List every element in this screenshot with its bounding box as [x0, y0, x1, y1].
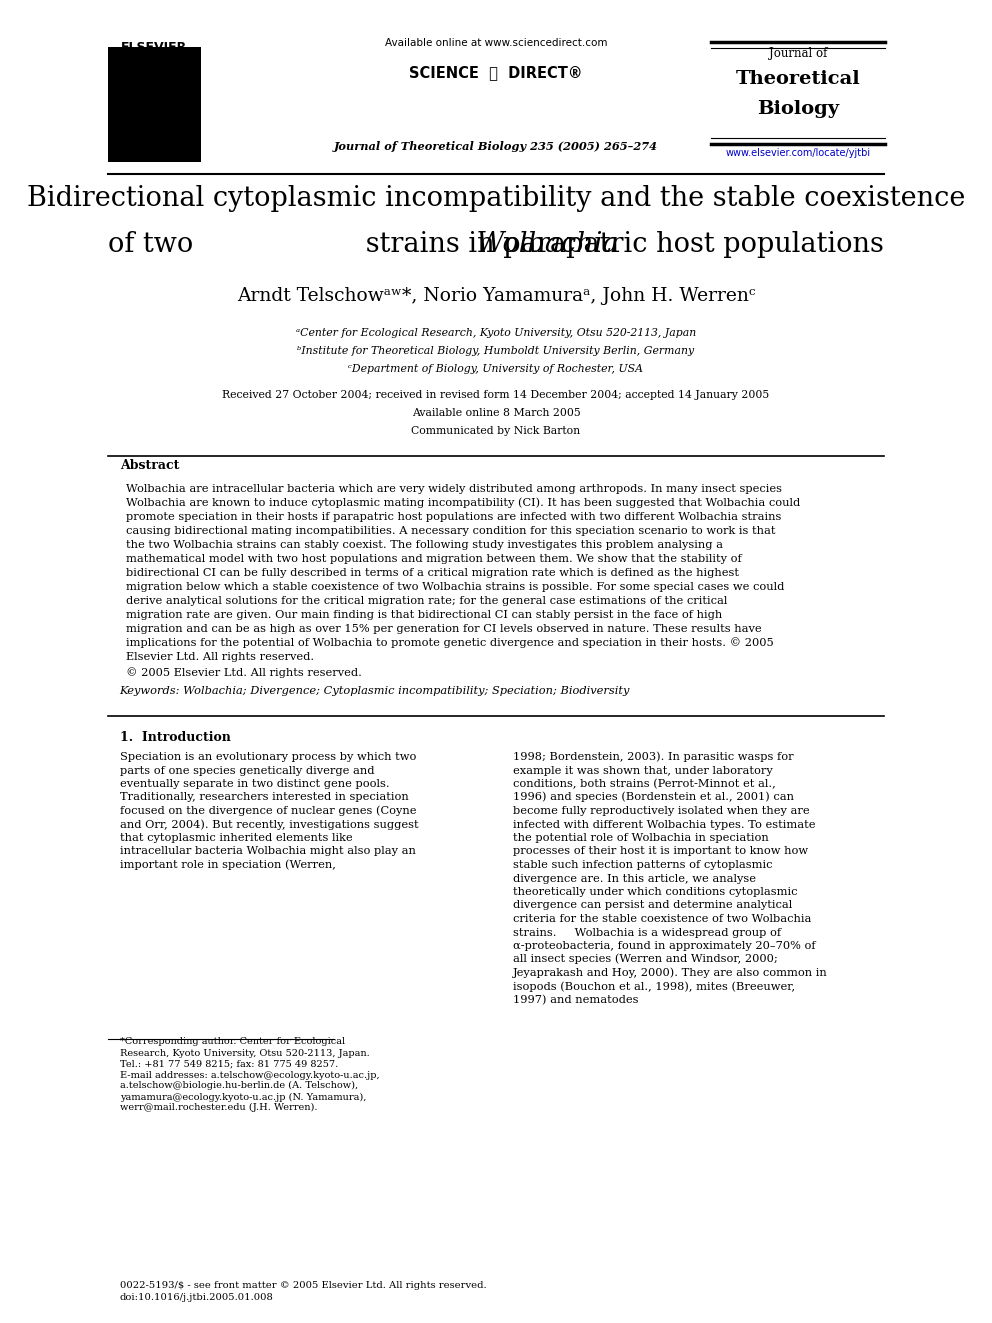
- Text: Wolbachia are intracellular bacteria which are very widely distributed among art: Wolbachia are intracellular bacteria whi…: [126, 484, 783, 493]
- Text: © 2005 Elsevier Ltd. All rights reserved.: © 2005 Elsevier Ltd. All rights reserved…: [126, 667, 362, 677]
- Text: of two                    strains in parapatric host populations: of two strains in parapatric host popula…: [108, 232, 884, 258]
- Text: eventually separate in two distinct gene pools.: eventually separate in two distinct gene…: [120, 779, 389, 789]
- Text: Theoretical: Theoretical: [735, 70, 860, 89]
- Text: intracellular bacteria Wolbachia might also play an: intracellular bacteria Wolbachia might a…: [120, 847, 416, 856]
- Text: implications for the potential of Wolbachia to promote genetic divergence and sp: implications for the potential of Wolbac…: [126, 638, 774, 648]
- Text: parts of one species genetically diverge and: parts of one species genetically diverge…: [120, 766, 374, 775]
- Text: become fully reproductively isolated when they are: become fully reproductively isolated whe…: [513, 806, 809, 816]
- Text: ᵃCenter for Ecological Research, Kyoto University, Otsu 520-2113, Japan: ᵃCenter for Ecological Research, Kyoto U…: [296, 328, 696, 337]
- Text: Abstract: Abstract: [120, 459, 179, 472]
- Text: criteria for the stable coexistence of two Wolbachia: criteria for the stable coexistence of t…: [513, 914, 810, 923]
- Text: Available online 8 March 2005: Available online 8 March 2005: [412, 407, 580, 418]
- Text: migration and can be as high as over 15% per generation for CI levels observed i: migration and can be as high as over 15%…: [126, 624, 762, 634]
- Text: stable such infection patterns of cytoplasmic: stable such infection patterns of cytopl…: [513, 860, 772, 871]
- Text: conditions, both strains (Perrot-Minnot et al.,: conditions, both strains (Perrot-Minnot …: [513, 779, 776, 789]
- Text: 0022-5193/$ - see front matter © 2005 Elsevier Ltd. All rights reserved.: 0022-5193/$ - see front matter © 2005 El…: [120, 1281, 486, 1290]
- Text: 1998; Bordenstein, 2003). In parasitic wasps for: 1998; Bordenstein, 2003). In parasitic w…: [513, 751, 794, 762]
- Text: 1996) and species (Bordenstein et al., 2001) can: 1996) and species (Bordenstein et al., 2…: [513, 792, 794, 803]
- Text: a.telschow@biologie.hu-berlin.de (A. Telschow),: a.telschow@biologie.hu-berlin.de (A. Tel…: [120, 1081, 358, 1090]
- FancyBboxPatch shape: [108, 48, 200, 161]
- Text: derive analytical solutions for the critical migration rate; for the general cas: derive analytical solutions for the crit…: [126, 595, 727, 606]
- Text: Tel.: +81 77 549 8215; fax: 81 775 49 8257.: Tel.: +81 77 549 8215; fax: 81 775 49 82…: [120, 1060, 338, 1069]
- Text: and Orr, 2004). But recently, investigations suggest: and Orr, 2004). But recently, investigat…: [120, 819, 419, 830]
- Text: α-proteobacteria, found in approximately 20–70% of: α-proteobacteria, found in approximately…: [513, 941, 815, 951]
- Text: Journal of Theoretical Biology 235 (2005) 265–274: Journal of Theoretical Biology 235 (2005…: [334, 142, 658, 152]
- Text: that cytoplasmic inherited elements like: that cytoplasmic inherited elements like: [120, 833, 352, 843]
- Text: ELSEVIER: ELSEVIER: [121, 41, 187, 54]
- Text: Keywords: Wolbachia; Divergence; Cytoplasmic incompatibility; Speciation; Biodiv: Keywords: Wolbachia; Divergence; Cytopla…: [120, 687, 630, 696]
- Text: theoretically under which conditions cytoplasmic: theoretically under which conditions cyt…: [513, 886, 798, 897]
- Text: example it was shown that, under laboratory: example it was shown that, under laborat…: [513, 766, 773, 775]
- Text: causing bidirectional mating incompatibilities. A necessary condition for this s: causing bidirectional mating incompatibi…: [126, 527, 776, 536]
- Text: infected with different Wolbachia types. To estimate: infected with different Wolbachia types.…: [513, 819, 815, 830]
- Text: Arndt Telschowᵃʷ*, Norio Yamamuraᵃ, John H. Werrenᶜ: Arndt Telschowᵃʷ*, Norio Yamamuraᵃ, John…: [237, 287, 755, 306]
- Text: promote speciation in their hosts if parapatric host populations are infected wi: promote speciation in their hosts if par…: [126, 512, 782, 523]
- Text: Speciation is an evolutionary process by which two: Speciation is an evolutionary process by…: [120, 751, 416, 762]
- Text: Wolbachia are known to induce cytoplasmic mating incompatibility (CI). It has be: Wolbachia are known to induce cytoplasmi…: [126, 497, 801, 508]
- Text: processes of their host it is important to know how: processes of their host it is important …: [513, 847, 807, 856]
- Text: 1997) and nematodes: 1997) and nematodes: [513, 995, 638, 1005]
- Text: Traditionally, researchers interested in speciation: Traditionally, researchers interested in…: [120, 792, 409, 803]
- Text: bidirectional CI can be fully described in terms of a critical migration rate wh: bidirectional CI can be fully described …: [126, 568, 739, 578]
- Text: Available online at www.sciencedirect.com: Available online at www.sciencedirect.co…: [385, 38, 607, 48]
- Text: Research, Kyoto University, Otsu 520-2113, Japan.: Research, Kyoto University, Otsu 520-211…: [120, 1049, 369, 1057]
- Text: Received 27 October 2004; received in revised form 14 December 2004; accepted 14: Received 27 October 2004; received in re…: [222, 390, 770, 400]
- Text: Biology: Biology: [757, 101, 839, 118]
- Text: www.elsevier.com/locate/yjtbi: www.elsevier.com/locate/yjtbi: [725, 148, 870, 157]
- Text: E-mail addresses: a.telschow@ecology.kyoto-u.ac.jp,: E-mail addresses: a.telschow@ecology.kyo…: [120, 1070, 379, 1080]
- Text: focused on the divergence of nuclear genes (Coyne: focused on the divergence of nuclear gen…: [120, 806, 416, 816]
- Text: Jeyaprakash and Hoy, 2000). They are also common in: Jeyaprakash and Hoy, 2000). They are als…: [513, 967, 827, 978]
- Text: mathematical model with two host populations and migration between them. We show: mathematical model with two host populat…: [126, 554, 742, 564]
- Text: migration below which a stable coexistence of two Wolbachia strains is possible.: migration below which a stable coexisten…: [126, 582, 785, 591]
- Text: divergence can persist and determine analytical: divergence can persist and determine ana…: [513, 901, 792, 910]
- Text: isopods (Bouchon et al., 1998), mites (Breeuwer,: isopods (Bouchon et al., 1998), mites (B…: [513, 980, 795, 991]
- Text: Elsevier Ltd. All rights reserved.: Elsevier Ltd. All rights reserved.: [126, 652, 314, 662]
- Text: Journal of: Journal of: [769, 48, 827, 60]
- Text: Bidirectional cytoplasmic incompatibility and the stable coexistence: Bidirectional cytoplasmic incompatibilit…: [27, 185, 965, 212]
- Text: ᵇInstitute for Theoretical Biology, Humboldt University Berlin, Germany: ᵇInstitute for Theoretical Biology, Humb…: [298, 347, 694, 356]
- Text: strains.     Wolbachia is a widespread group of: strains. Wolbachia is a widespread group…: [513, 927, 781, 938]
- Text: Wolbachia: Wolbachia: [373, 232, 619, 258]
- Text: Communicated by Nick Barton: Communicated by Nick Barton: [412, 426, 580, 437]
- Text: the potential role of Wolbachia in speciation: the potential role of Wolbachia in speci…: [513, 833, 769, 843]
- Text: ᶜDepartment of Biology, University of Rochester, USA: ᶜDepartment of Biology, University of Ro…: [348, 364, 644, 374]
- Text: yamamura@ecology.kyoto-u.ac.jp (N. Yamamura),: yamamura@ecology.kyoto-u.ac.jp (N. Yamam…: [120, 1093, 366, 1102]
- Text: SCIENCE  ⓓ  DIRECT®: SCIENCE ⓓ DIRECT®: [410, 65, 582, 79]
- Text: *Corresponding author. Center for Ecological: *Corresponding author. Center for Ecolog…: [120, 1037, 345, 1046]
- Text: the two Wolbachia strains can stably coexist. The following study investigates t: the two Wolbachia strains can stably coe…: [126, 540, 723, 550]
- Text: werr@mail.rochester.edu (J.H. Werren).: werr@mail.rochester.edu (J.H. Werren).: [120, 1103, 317, 1113]
- Text: divergence are. In this article, we analyse: divergence are. In this article, we anal…: [513, 873, 756, 884]
- Text: migration rate are given. Our main finding is that bidirectional CI can stably p: migration rate are given. Our main findi…: [126, 610, 722, 620]
- Text: all insect species (Werren and Windsor, 2000;: all insect species (Werren and Windsor, …: [513, 954, 778, 964]
- Text: 1.  Introduction: 1. Introduction: [120, 732, 230, 744]
- Text: doi:10.1016/j.jtbi.2005.01.008: doi:10.1016/j.jtbi.2005.01.008: [120, 1293, 274, 1302]
- Text: important role in speciation (Werren,: important role in speciation (Werren,: [120, 860, 335, 871]
